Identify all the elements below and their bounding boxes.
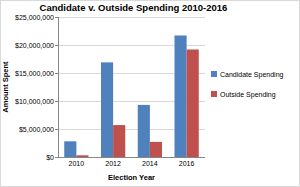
x-axis: [58, 157, 205, 158]
legend-label: Candidate Spending: [220, 71, 284, 79]
bar: [64, 141, 76, 157]
tick-label: $25,000,000: [15, 14, 54, 21]
tick-mark: [55, 45, 58, 46]
legend-swatch: [211, 91, 217, 97]
tick-label: $10,000,000: [15, 98, 54, 105]
tick-label: $5,000,000: [19, 126, 54, 133]
y-axis-title: Amount Spent: [1, 61, 10, 113]
bar: [150, 142, 162, 157]
legend-label: Outside Spending: [220, 91, 276, 99]
bar: [76, 155, 88, 157]
grid-line: [58, 157, 205, 158]
chart: Candidate v. Outside Spending 2010-2016$…: [0, 0, 300, 187]
bar: [174, 35, 186, 157]
tick-label: $20,000,000: [15, 42, 54, 49]
x-axis-title: Election Year: [108, 173, 155, 182]
category-label: 2010: [69, 160, 85, 167]
tick-mark: [55, 101, 58, 102]
category-label: 2012: [105, 160, 121, 167]
y-axis: [58, 17, 59, 157]
chart-border: [1, 1, 300, 187]
category-label: 2016: [179, 160, 195, 167]
grid-line: [58, 17, 205, 18]
tick-mark: [55, 129, 58, 130]
category-label: 2014: [142, 160, 158, 167]
bar: [138, 105, 150, 157]
bar: [187, 49, 199, 157]
title: Candidate v. Outside Spending 2010-2016: [40, 2, 228, 13]
tick-mark: [55, 17, 58, 18]
bar: [113, 125, 125, 157]
bar: [101, 62, 113, 157]
tick-label: $0: [46, 154, 54, 161]
tick-mark: [55, 157, 58, 158]
tick-label: $15,000,000: [15, 70, 54, 77]
tick-mark: [55, 73, 58, 74]
legend-swatch: [211, 71, 217, 77]
